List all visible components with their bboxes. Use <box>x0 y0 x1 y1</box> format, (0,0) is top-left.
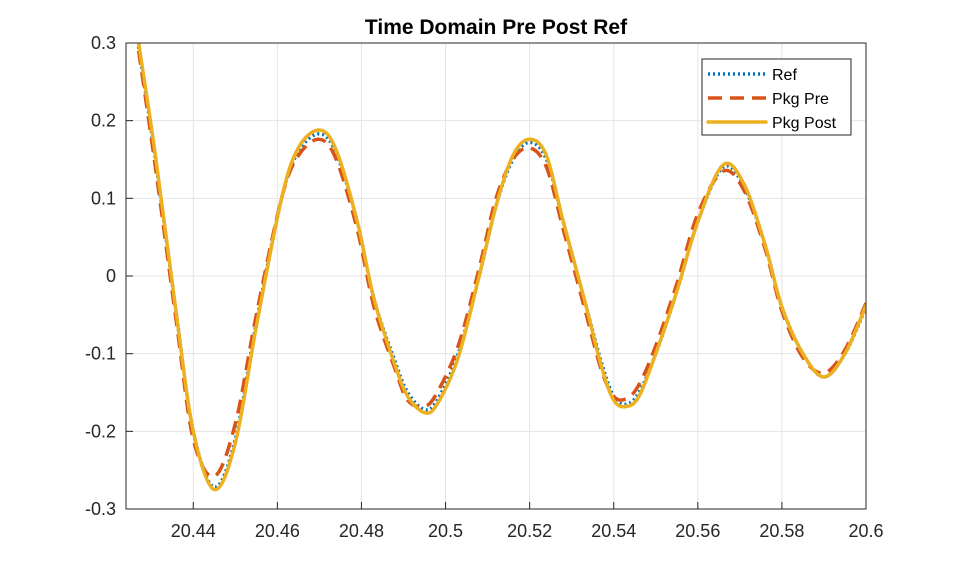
legend-label: Ref <box>772 67 797 84</box>
y-tick-label: -0.3 <box>85 499 116 519</box>
y-tick-label: -0.2 <box>85 421 116 441</box>
legend-label: Pkg Post <box>772 115 837 132</box>
y-tick-label: -0.1 <box>85 344 116 364</box>
x-tick-label: 20.48 <box>339 521 384 541</box>
y-tick-label: 0 <box>106 266 116 286</box>
x-tick-label: 20.54 <box>591 521 636 541</box>
x-tick-label: 20.52 <box>507 521 552 541</box>
y-tick-label: 0.3 <box>91 33 116 53</box>
x-tick-label: 20.46 <box>255 521 300 541</box>
axis-ticks: 20.44 20.46 20.48 20.5 20.52 20.54 20.56 20.58 2… <box>85 33 884 541</box>
chart-title: Time Domain Pre Post Ref <box>365 16 628 39</box>
series-line-pkg-post <box>136 43 866 492</box>
legend: Ref Pkg Pre Pkg Post <box>701 58 852 136</box>
series-lines <box>136 43 866 492</box>
series-line-pkg-pre <box>136 50 866 479</box>
y-tick-label: 0.2 <box>91 111 116 131</box>
legend-label: Pkg Pre <box>772 91 829 108</box>
y-tick-label: 0.1 <box>91 188 116 208</box>
x-tick-label: 20.56 <box>675 521 720 541</box>
x-tick-label: 20.6 <box>848 521 883 541</box>
x-tick-label: 20.5 <box>428 521 463 541</box>
x-tick-label: 20.58 <box>759 521 804 541</box>
x-tick-label: 20.44 <box>171 521 216 541</box>
